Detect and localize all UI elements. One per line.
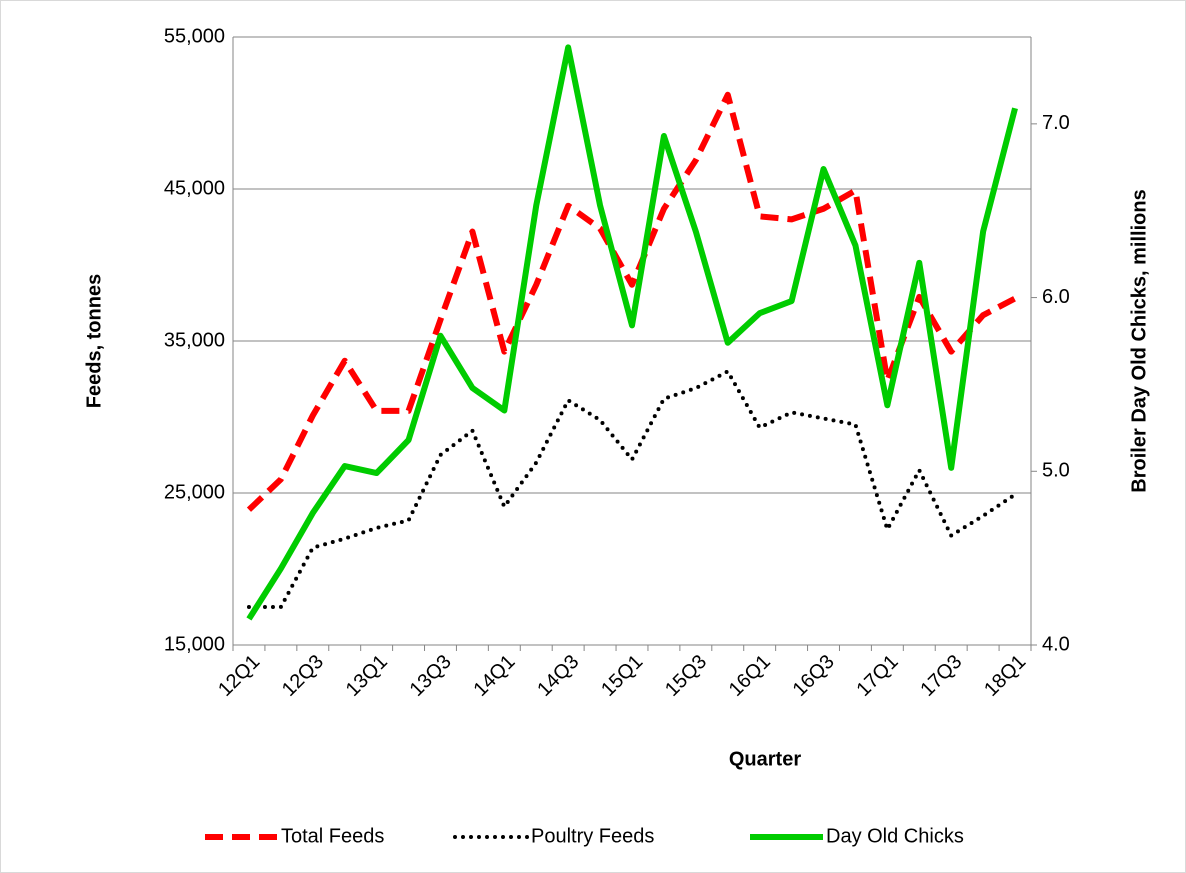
legend-label: Total Feeds [281, 825, 384, 847]
legend-label: Poultry Feeds [531, 825, 654, 847]
y2-tick-label: 7.0 [1042, 112, 1070, 134]
series-line [246, 91, 1017, 512]
y2-axis-title: Broiler Day Old Chicks, millions [1128, 189, 1150, 492]
y2-tick-label: 6.0 [1042, 286, 1070, 308]
y-axis-title: Feeds, tonnes [83, 274, 105, 408]
y2-tick-label: 4.0 [1042, 633, 1070, 655]
x-axis-title: Quarter [729, 748, 801, 770]
y-tick-label: 45,000 [164, 177, 225, 199]
y2-tick-label: 5.0 [1042, 460, 1070, 482]
y-tick-label: 55,000 [164, 25, 225, 47]
y-tick-label: 15,000 [164, 633, 225, 655]
series-line [246, 44, 1018, 621]
y-tick-label: 35,000 [164, 329, 225, 351]
y-tick-label: 25,000 [164, 481, 225, 503]
series-line [246, 369, 1018, 609]
legend-label: Day Old Chicks [826, 825, 964, 847]
